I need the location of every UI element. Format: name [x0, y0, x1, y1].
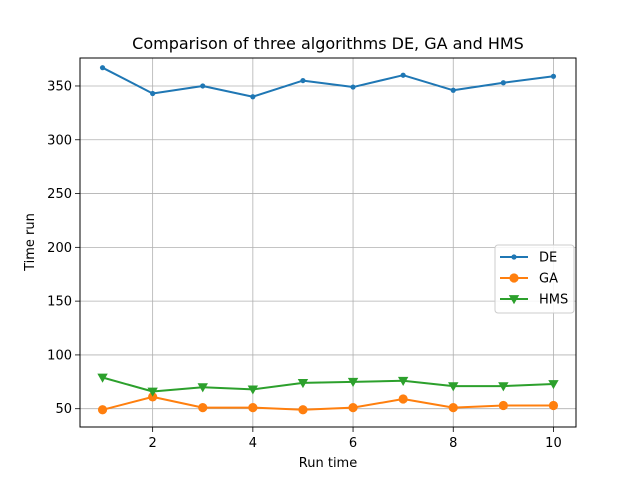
data-point-de — [300, 77, 306, 84]
data-point-ga — [298, 405, 308, 415]
legend-label-ga: GA — [539, 272, 558, 287]
chart-title: Comparison of three algorithms DE, GA an… — [132, 34, 524, 53]
legend-label-hms: HMS — [539, 293, 568, 308]
data-point-de — [99, 65, 106, 71]
data-point-hms — [548, 380, 559, 390]
data-point-de — [400, 72, 406, 78]
x-tick-label: 2 — [149, 436, 157, 451]
data-point-hms — [247, 385, 259, 395]
data-point-hms — [97, 373, 108, 383]
data-point-ga — [398, 394, 408, 404]
plot-area-frame — [79, 57, 577, 428]
data-point-ga — [97, 405, 108, 415]
data-point-ga — [248, 403, 258, 413]
legend-marker-ga — [509, 273, 519, 283]
y-tick-label: 250 — [47, 187, 72, 202]
legend: DE GA HMS — [494, 244, 575, 314]
series-hms — [97, 373, 559, 397]
data-point-hms — [498, 382, 509, 392]
x-tick-label: 8 — [449, 436, 457, 451]
data-point-ga — [448, 403, 458, 413]
x-tick-label: 4 — [249, 436, 257, 451]
data-point-hms — [347, 377, 359, 388]
y-tick-label: 50 — [55, 402, 72, 417]
data-point-de — [450, 87, 456, 93]
legend-marker-hms — [508, 295, 520, 305]
data-point-ga — [148, 392, 158, 402]
series-line-hms — [102, 376, 554, 393]
data-point-ga — [198, 403, 208, 413]
data-point-de — [150, 90, 156, 97]
legend-entry-de: DE — [500, 251, 557, 266]
data-point-de — [350, 84, 356, 90]
series-line-de — [102, 66, 554, 98]
legend-label-de: DE — [539, 251, 557, 266]
legend-entry-ga: GA — [500, 272, 558, 287]
axis-ticks: 2 4 6 8 10 50 100 150 200 250 300 350 — [47, 79, 562, 451]
data-point-hms — [147, 387, 158, 397]
y-tick-label: 150 — [47, 295, 72, 310]
legend-entry-hms: HMS — [500, 293, 568, 308]
data-point-de — [550, 73, 557, 79]
y-tick-label: 200 — [47, 241, 72, 256]
series-line-ga — [102, 395, 554, 411]
data-point-ga — [348, 403, 358, 413]
x-tick-label: 6 — [349, 436, 357, 451]
data-point-hms — [448, 382, 459, 392]
y-tick-label: 100 — [47, 348, 72, 363]
legend-marker-de — [511, 254, 517, 260]
x-axis-label: Run time — [299, 456, 357, 471]
y-tick-label: 350 — [47, 79, 72, 94]
data-point-hms — [297, 378, 309, 389]
data-point-de — [200, 83, 206, 89]
data-point-ga — [548, 400, 559, 411]
series-de — [99, 65, 557, 100]
data-point-de — [250, 94, 256, 100]
series-layer — [97, 65, 559, 415]
x-tick-label: 10 — [545, 436, 562, 451]
data-point-de — [500, 80, 506, 86]
data-point-hms — [197, 383, 208, 393]
y-tick-label: 300 — [47, 133, 72, 148]
data-point-hms — [397, 376, 409, 386]
data-point-ga — [498, 400, 508, 411]
y-axis-label: Time run — [23, 213, 38, 272]
series-ga — [97, 392, 559, 415]
